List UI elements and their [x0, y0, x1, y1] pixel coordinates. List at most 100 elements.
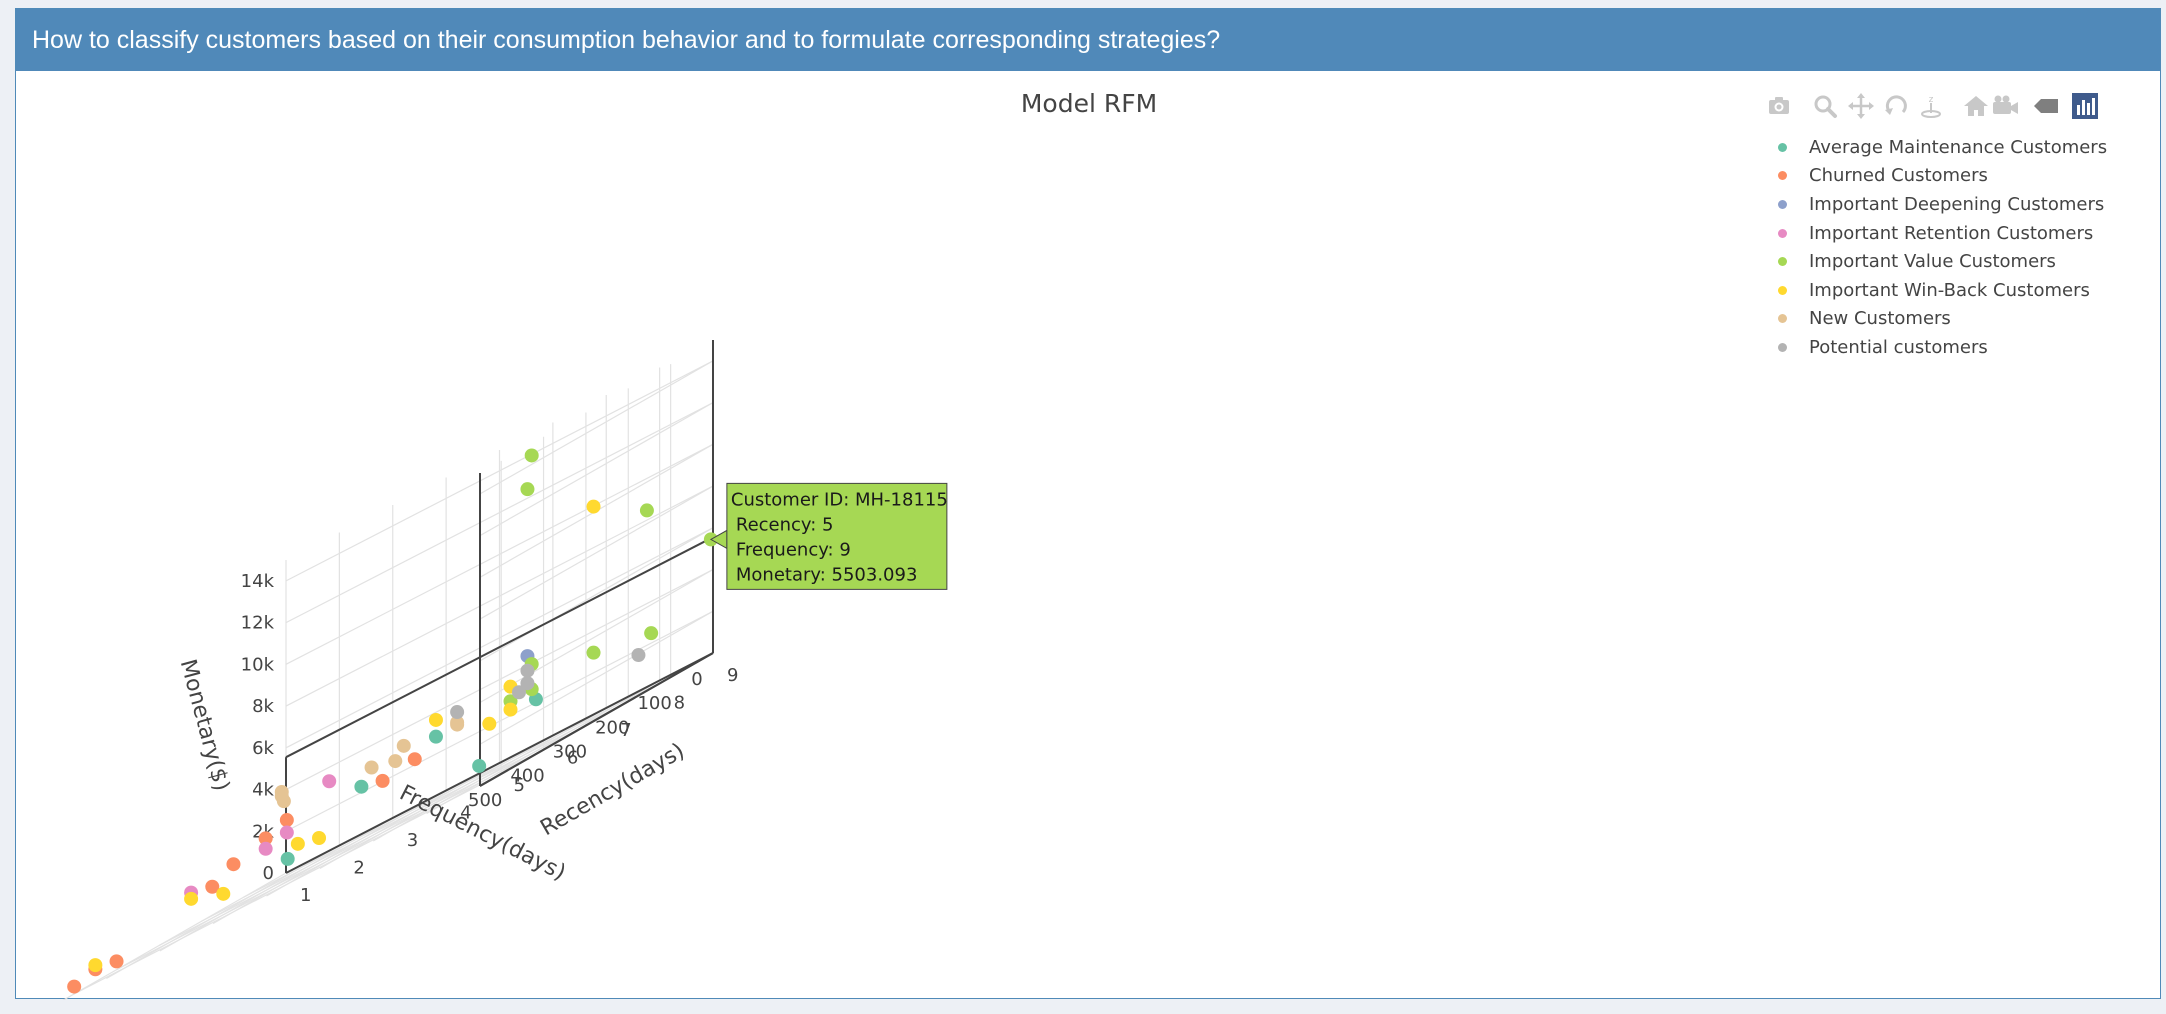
- plot-area: Model RFM z: [16, 71, 2162, 1000]
- grid-line: [62, 872, 287, 1000]
- x-tick-label: 300: [553, 742, 587, 763]
- grid-line: [479, 527, 714, 662]
- legend-label: Important Win-Back Customers: [1809, 279, 2090, 301]
- legend-item[interactable]: Important Value Customers: [1778, 247, 2107, 276]
- plane-edge: [285, 536, 714, 759]
- orbit-rotation-icon[interactable]: [1881, 91, 1911, 121]
- grid-line: [285, 568, 714, 791]
- chart-title: Model RFM: [1020, 89, 1158, 118]
- camera-view-icon[interactable]: [1990, 91, 2020, 121]
- z-tick-label: 12k: [241, 613, 275, 634]
- z-tick-label: 14k: [241, 571, 275, 592]
- tooltip-line: Customer ID: MH-18115: [731, 489, 948, 510]
- legend-label: Churned Customers: [1809, 165, 1988, 187]
- data-point: [258, 831, 273, 846]
- y-tick-label: 8: [674, 693, 685, 714]
- scatter3d-scene[interactable]: 123456789010020030040050002k4k6k8k10k12k…: [16, 71, 2162, 1000]
- legend-label: Important Value Customers: [1809, 251, 2056, 273]
- data-point: [482, 716, 497, 731]
- legend-marker: [1778, 257, 1787, 267]
- grid-line: [372, 707, 607, 842]
- data-point: [472, 758, 487, 773]
- legend-label: New Customers: [1809, 308, 1951, 330]
- legend-marker: [1778, 314, 1787, 324]
- panel-title: How to classify customers based on their…: [32, 25, 1221, 54]
- data-point: [503, 702, 518, 717]
- data-point: [520, 676, 535, 691]
- data-point: [520, 482, 535, 497]
- legend-marker: [1778, 199, 1787, 209]
- data-point: [428, 712, 443, 727]
- svg-text:z: z: [1929, 95, 1934, 105]
- data-point: [511, 685, 526, 700]
- grid-line: [319, 734, 554, 870]
- data-point: [258, 841, 273, 856]
- tooltip-line: Frequency: 9: [736, 539, 851, 560]
- legend-item[interactable]: Important Retention Customers: [1778, 219, 2107, 248]
- data-point: [354, 779, 369, 794]
- legend-marker: [1778, 171, 1787, 181]
- data-point: [290, 836, 305, 851]
- reset-camera-icon[interactable]: [1961, 91, 1991, 121]
- y-tick-label: 9: [727, 665, 738, 686]
- grid-line: [426, 679, 660, 815]
- data-point: [524, 448, 539, 463]
- legend-item[interactable]: Important Deepening Customers: [1778, 190, 2107, 219]
- data-point: [450, 705, 465, 720]
- z-tick-label: 0: [263, 863, 274, 884]
- data-point: [279, 813, 294, 828]
- z-axis-title: Monetary($): [175, 657, 234, 794]
- data-point: [88, 958, 103, 973]
- x-tick-label: 200: [595, 717, 629, 738]
- chart-panel: How to classify customers based on their…: [15, 8, 2162, 1000]
- plane-edge: [479, 652, 714, 787]
- grid-line: [106, 844, 340, 980]
- grid-line: [212, 789, 447, 925]
- legend-item[interactable]: New Customers: [1778, 305, 2107, 334]
- legend-marker: [1778, 285, 1787, 295]
- x-tick-label: 0: [691, 669, 702, 690]
- zoom-icon[interactable]: [1810, 91, 1840, 121]
- data-point: [280, 851, 295, 866]
- legend-label: Important Retention Customers: [1809, 222, 2094, 244]
- plotly-logo-icon[interactable]: [2070, 91, 2100, 121]
- y-tick-label: 2: [353, 858, 364, 879]
- data-point: [520, 663, 535, 678]
- grid-line: [479, 360, 714, 495]
- grid-line: [285, 485, 714, 707]
- data-point: [450, 717, 465, 732]
- data-point: [586, 499, 601, 514]
- x-axis-line: [285, 652, 714, 874]
- pan-icon[interactable]: [1846, 91, 1876, 121]
- data-point: [274, 789, 289, 804]
- data-point: [216, 886, 231, 901]
- data-point: [644, 626, 659, 641]
- legend-marker: [1778, 142, 1787, 152]
- data-point: [407, 752, 422, 767]
- points-layer: [67, 448, 718, 994]
- legend-item[interactable]: Potential customers: [1778, 333, 2107, 362]
- data-point: [279, 825, 294, 840]
- grid-line: [479, 610, 714, 745]
- grid-line: [285, 610, 714, 832]
- hover-closest-icon[interactable]: [2031, 91, 2061, 121]
- data-point: [205, 879, 220, 894]
- legend-item[interactable]: Churned Customers: [1778, 162, 2107, 191]
- legend: Average Maintenance Customers Churned Cu…: [1778, 133, 2107, 362]
- legend-label: Average Maintenance Customers: [1809, 136, 2108, 158]
- data-point: [364, 760, 379, 775]
- camera-icon[interactable]: [1764, 91, 1794, 121]
- y-tick-label: 7: [620, 720, 631, 741]
- data-point: [639, 503, 654, 518]
- y-tick-label: 6: [567, 748, 578, 769]
- hover-tooltip: Customer ID: MH-18115 Recency: 5 Frequency…: [709, 482, 948, 590]
- z-tick-label: 8k: [252, 696, 274, 717]
- turntable-rotation-icon[interactable]: z: [1916, 91, 1946, 121]
- legend-item[interactable]: Important Win-Back Customers: [1778, 276, 2107, 305]
- grid-line: [285, 360, 714, 582]
- legend-label: Potential customers: [1809, 336, 1988, 358]
- legend-item[interactable]: Average Maintenance Customers: [1778, 133, 2107, 162]
- grid-line: [285, 443, 714, 665]
- grid-line: [159, 817, 394, 952]
- legend-marker: [1778, 342, 1787, 352]
